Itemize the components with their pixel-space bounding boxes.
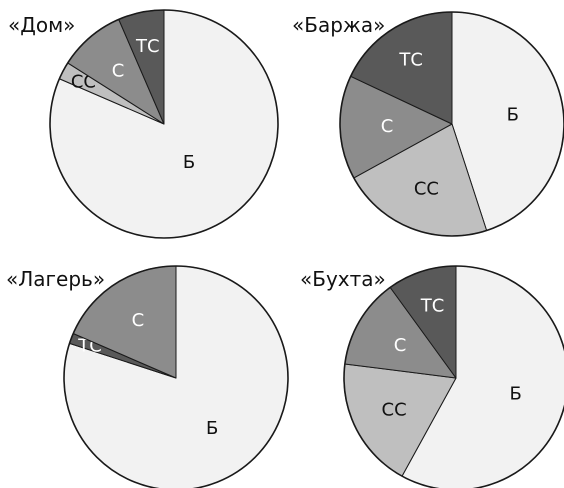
slice-label-ts: ТС: [420, 296, 445, 317]
slice-label-ss: СС: [414, 179, 439, 200]
slice-label-ss: СС: [382, 400, 407, 421]
slice-label-b: Б: [183, 152, 195, 173]
chart-title: «Бухта»: [300, 267, 386, 291]
slice-label-b: Б: [206, 418, 218, 439]
pie-outline: [343, 265, 564, 488]
chart-title: «Лагерь»: [6, 267, 105, 291]
chart-title: «Баржа»: [292, 13, 385, 37]
slice-label-s: С: [381, 116, 394, 137]
slice-label-b: Б: [510, 383, 522, 404]
pie-outline: [63, 265, 289, 488]
pie-outline: [49, 9, 279, 239]
pie-outline: [339, 11, 564, 237]
slice-label-ts: ТС: [135, 36, 160, 57]
slice-label-s: С: [394, 335, 407, 356]
slice-label-ts: ТС: [398, 50, 423, 71]
slice-label-s: С: [132, 310, 145, 331]
slice-label-b: Б: [507, 104, 519, 125]
slice-label-s: С: [112, 60, 125, 81]
chart-title: «Дом»: [8, 13, 75, 37]
